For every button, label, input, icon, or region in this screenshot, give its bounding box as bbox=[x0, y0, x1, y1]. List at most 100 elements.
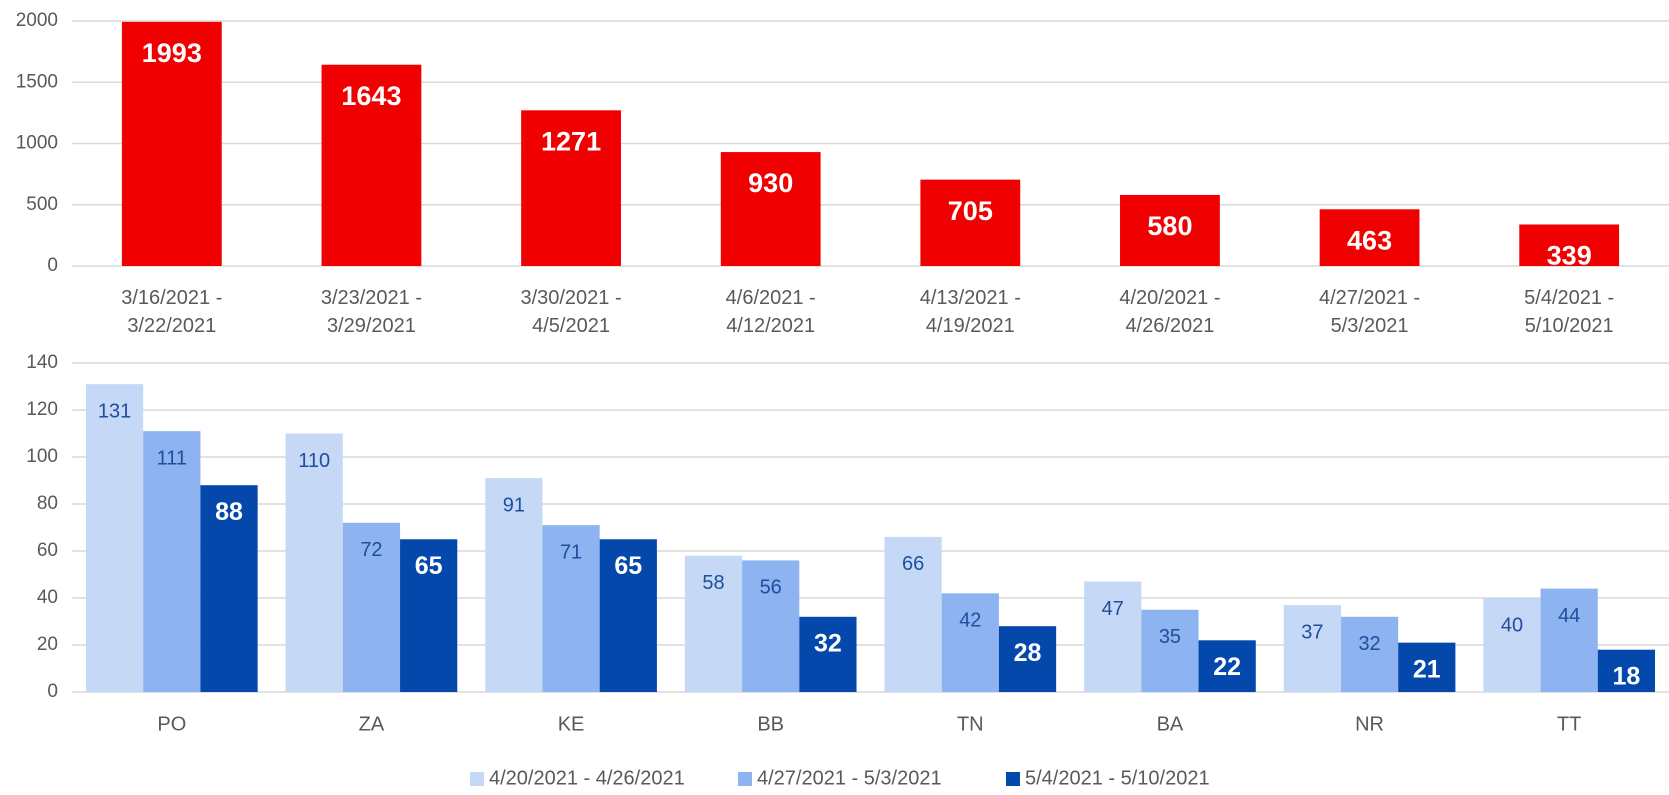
legend-swatch bbox=[1006, 772, 1020, 786]
legend-label: 5/4/2021 - 5/10/2021 bbox=[1025, 767, 1210, 789]
data-label: 56 bbox=[760, 577, 782, 599]
y-tick-label: 100 bbox=[26, 446, 58, 467]
bar bbox=[684, 555, 743, 692]
y-tick-label: 1000 bbox=[16, 133, 58, 154]
bar bbox=[884, 536, 942, 692]
bar bbox=[285, 433, 343, 692]
bar bbox=[998, 626, 1057, 692]
x-tick-label: TT bbox=[1557, 713, 1581, 735]
bar bbox=[143, 431, 201, 692]
legend-swatch bbox=[470, 772, 484, 786]
x-tick-label: PO bbox=[157, 713, 186, 735]
x-tick-label: 4/13/2021 - 4/19/2021 bbox=[919, 287, 1021, 337]
data-label: 21 bbox=[1413, 655, 1441, 683]
y-tick-label: 120 bbox=[26, 399, 58, 420]
bar bbox=[799, 616, 857, 692]
bar bbox=[200, 485, 258, 692]
data-label: 65 bbox=[614, 552, 642, 580]
data-label: 339 bbox=[1547, 241, 1592, 271]
x-tick-label: BA bbox=[1157, 713, 1184, 735]
bar bbox=[1141, 609, 1199, 692]
bar bbox=[542, 525, 600, 692]
bar bbox=[1319, 209, 1420, 266]
y-tick-label: 0 bbox=[47, 681, 58, 702]
y-tick-label: 20 bbox=[37, 634, 58, 655]
bar bbox=[400, 539, 458, 692]
data-label: 44 bbox=[1558, 605, 1580, 627]
y-tick-label: 40 bbox=[37, 587, 58, 608]
bar bbox=[121, 21, 222, 267]
x-tick-label: 4/6/2021 - 4/12/2021 bbox=[725, 287, 816, 337]
bar bbox=[1120, 194, 1220, 266]
y-tick-label: 1500 bbox=[16, 71, 58, 92]
legend-label: 4/27/2021 - 5/3/2021 bbox=[757, 767, 942, 789]
x-tick-label: NR bbox=[1355, 713, 1384, 735]
bar bbox=[920, 179, 1021, 266]
bar bbox=[1198, 640, 1256, 692]
bar bbox=[321, 64, 422, 266]
bar bbox=[1519, 224, 1620, 266]
data-label: 1993 bbox=[142, 38, 202, 68]
bar bbox=[1340, 616, 1399, 692]
data-label: 1271 bbox=[541, 126, 601, 156]
bar bbox=[941, 593, 999, 692]
bar bbox=[1540, 588, 1598, 692]
data-label: 111 bbox=[157, 447, 187, 469]
data-label: 40 bbox=[1501, 614, 1523, 636]
x-tick-label: 5/4/2021 - 5/10/2021 bbox=[1524, 287, 1615, 337]
x-tick-label: 4/20/2021 - 4/26/2021 bbox=[1119, 287, 1221, 337]
data-label: 42 bbox=[959, 610, 981, 632]
data-label: 35 bbox=[1159, 626, 1181, 648]
data-label: 32 bbox=[814, 629, 842, 657]
x-tick-label: ZA bbox=[359, 713, 385, 735]
x-tick-label: KE bbox=[558, 713, 585, 735]
data-label: 58 bbox=[702, 572, 724, 594]
y-tick-label: 500 bbox=[26, 194, 58, 215]
legend-label: 4/20/2021 - 4/26/2021 bbox=[489, 767, 685, 789]
data-label: 28 bbox=[1014, 639, 1042, 667]
data-label: 65 bbox=[415, 552, 443, 580]
bar bbox=[342, 522, 401, 692]
x-tick-label: BB bbox=[757, 713, 784, 735]
y-tick-label: 60 bbox=[37, 540, 58, 561]
data-label: 71 bbox=[560, 541, 582, 563]
x-tick-label: 3/16/2021 - 3/22/2021 bbox=[121, 287, 223, 337]
data-label: 37 bbox=[1301, 621, 1323, 643]
data-label: 32 bbox=[1358, 633, 1380, 655]
data-label: 88 bbox=[215, 498, 243, 526]
bar bbox=[599, 539, 657, 692]
y-tick-label: 0 bbox=[47, 255, 58, 276]
x-tick-label: 3/30/2021 - 4/5/2021 bbox=[520, 287, 622, 337]
x-tick-label: 4/27/2021 - 5/3/2021 bbox=[1318, 287, 1421, 337]
data-label: 47 bbox=[1102, 598, 1124, 620]
bar bbox=[1084, 581, 1142, 692]
data-label: 580 bbox=[1147, 211, 1192, 241]
bar bbox=[85, 384, 144, 692]
y-tick-label: 140 bbox=[26, 352, 58, 373]
data-label: 66 bbox=[902, 553, 924, 575]
bar bbox=[720, 152, 821, 266]
legend-swatch bbox=[738, 772, 752, 786]
data-label: 930 bbox=[748, 168, 793, 198]
data-label: 18 bbox=[1613, 662, 1641, 690]
bar bbox=[1283, 605, 1341, 692]
data-label: 91 bbox=[503, 494, 525, 516]
bar bbox=[742, 560, 800, 692]
bar bbox=[1483, 598, 1541, 692]
x-tick-label: 3/23/2021 - 3/29/2021 bbox=[320, 287, 423, 337]
y-tick-label: 2000 bbox=[16, 10, 58, 31]
data-label: 22 bbox=[1213, 653, 1241, 681]
data-label: 463 bbox=[1347, 225, 1392, 255]
data-label: 72 bbox=[360, 539, 382, 561]
bar bbox=[521, 110, 621, 267]
bar bbox=[485, 478, 543, 692]
y-tick-label: 80 bbox=[37, 493, 58, 514]
bar bbox=[1597, 649, 1656, 692]
bar bbox=[1398, 642, 1456, 692]
data-label: 131 bbox=[98, 400, 131, 422]
data-label: 1643 bbox=[341, 81, 401, 111]
data-label: 705 bbox=[948, 196, 993, 226]
data-label: 110 bbox=[298, 450, 330, 472]
